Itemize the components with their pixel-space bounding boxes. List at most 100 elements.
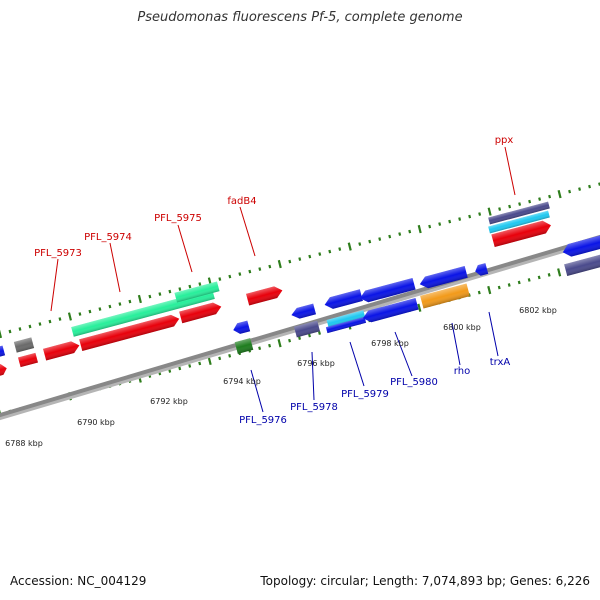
top-tick [148, 294, 152, 299]
top-tick [347, 242, 352, 251]
gene-label-top: PFL_5973 [34, 248, 82, 259]
bottom-tick [557, 268, 562, 277]
leader-line [488, 311, 499, 357]
gene-ppx-upper [488, 201, 550, 225]
bottom-tick [198, 361, 202, 366]
bottom-tick [268, 343, 272, 348]
bottom-tick [547, 273, 551, 277]
gene-PFL_5973 [43, 341, 80, 361]
bottom-tick [298, 336, 301, 340]
top-tick [368, 239, 372, 244]
top-tick [408, 229, 412, 234]
top-tick [38, 322, 42, 326]
top-tick [478, 212, 482, 216]
top-tick [67, 312, 72, 321]
bottom-tick [497, 285, 501, 290]
top-tick [568, 189, 572, 194]
top-tick [178, 287, 182, 291]
top-tick [308, 254, 312, 259]
bottom-tick [507, 283, 511, 287]
gene-label-top: ppx [495, 135, 514, 146]
top-tick [218, 277, 222, 281]
gene-PFL_5979-line [325, 316, 367, 334]
top-tick [528, 199, 532, 204]
bottom-tick [218, 356, 222, 361]
bottom-tick [258, 346, 262, 351]
top-tick [358, 242, 362, 246]
scale-labels: 6788 kbp 6790 kbp 6792 kbp 6794 kbp 6796 kbp… [5, 306, 557, 448]
gene-label-bottom: PFL_5980 [390, 377, 438, 388]
leader-line [109, 242, 121, 293]
top-tick [318, 252, 322, 256]
gene-left-blue [0, 345, 6, 359]
scale-label: 6798 kbp [371, 339, 409, 348]
gene-fadB4 [246, 286, 283, 306]
top-tick [8, 329, 12, 334]
leader-line [177, 224, 193, 273]
top-tick [538, 197, 542, 201]
top-tick [128, 299, 132, 304]
top-tick [288, 259, 292, 264]
gene-PFL_5974-red [79, 314, 180, 351]
top-tick [417, 224, 422, 234]
top-tick [468, 214, 472, 219]
label-leader-lines [50, 146, 516, 413]
top-tick [0, 329, 3, 339]
gene-label-bottom: PFL_5979 [341, 389, 389, 400]
gene-label-top: PFL_5975 [154, 213, 202, 224]
gene-label-bottom: trxA [490, 357, 511, 368]
leader-line [239, 206, 256, 257]
gene-PFL_5979 [324, 289, 363, 309]
gene-PFL_5978 [291, 303, 317, 319]
top-tick [238, 272, 242, 276]
bottom-tick [417, 303, 422, 312]
leader-line [311, 351, 315, 401]
top-tick [268, 264, 272, 269]
gene-label-bottom: rho [454, 366, 470, 377]
top-tick [188, 284, 192, 289]
top-tick [58, 317, 62, 321]
top-tick [557, 189, 562, 199]
gene-far-right-blue [562, 233, 600, 257]
gene-rho [420, 283, 470, 309]
gene-PFL_5976b [234, 338, 254, 354]
top-tick [28, 324, 32, 329]
bottom-tick [517, 280, 521, 285]
gene-trxA [475, 263, 489, 276]
bottom-tick [277, 339, 282, 348]
gene-label-bottom: PFL_5976 [239, 415, 287, 426]
top-tick [498, 207, 502, 211]
gene-PFL_5978b [293, 320, 321, 338]
scale-label: 6796 kbp [297, 359, 335, 368]
top-tick [118, 302, 122, 306]
leader-line [250, 369, 264, 413]
gene-features [0, 201, 600, 378]
gene-PFL_5975 [179, 302, 222, 324]
gene-ppx-mid [488, 210, 550, 234]
scale-label: 6792 kbp [150, 397, 188, 406]
accession-text: Accession: NC_004129 [10, 574, 147, 588]
gene-PFL_5979-cyan [326, 310, 366, 328]
bottom-tick [318, 331, 321, 335]
bottom-tick [527, 278, 531, 282]
top-tick [98, 307, 102, 311]
leader-line [504, 146, 516, 196]
topology-text: Topology: circular; Length: 7,074,893 bp… [260, 574, 590, 588]
top-tick [168, 289, 172, 294]
top-tick [338, 247, 342, 251]
bottom-tick [207, 356, 212, 366]
leader-line [50, 258, 59, 312]
top-tick [588, 184, 592, 189]
top-tick [18, 327, 22, 331]
top-tick [298, 257, 302, 261]
top-tick [48, 319, 52, 324]
scale-label: 6794 kbp [223, 377, 261, 386]
gene-small-red [18, 352, 38, 368]
top-tick [458, 217, 462, 221]
leader-line [349, 341, 365, 387]
top-tick [388, 234, 392, 239]
bottom-tick [537, 275, 541, 280]
bottom-tick [228, 354, 232, 358]
bottom-tick [288, 338, 292, 343]
